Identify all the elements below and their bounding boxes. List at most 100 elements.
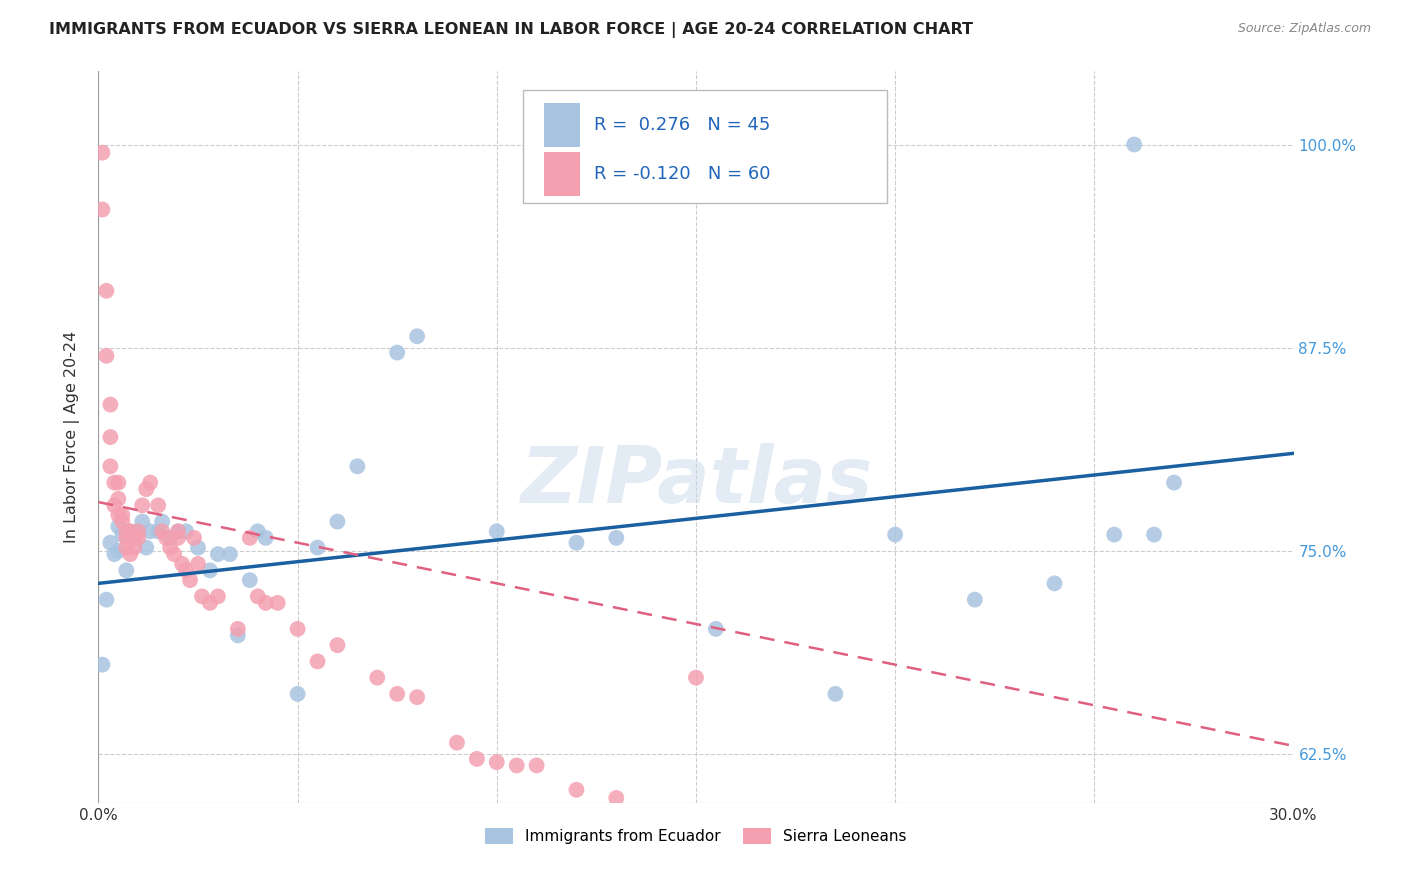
Point	[103, 499, 125, 513]
Point	[120, 524, 142, 539]
Point	[98, 535, 122, 549]
Point	[91, 145, 114, 160]
Point	[1143, 527, 1166, 541]
Point	[96, 284, 118, 298]
Point	[326, 638, 349, 652]
Point	[605, 791, 627, 805]
Point	[107, 544, 129, 558]
Point	[565, 535, 588, 549]
Point	[446, 736, 468, 750]
Point	[115, 531, 138, 545]
Point	[385, 345, 409, 359]
Point	[191, 590, 214, 604]
Point	[98, 459, 122, 474]
Bar	[544, 103, 581, 146]
Point	[167, 531, 190, 545]
Point	[115, 563, 138, 577]
Point	[267, 596, 290, 610]
Point	[172, 557, 194, 571]
Text: Source: ZipAtlas.com: Source: ZipAtlas.com	[1237, 22, 1371, 36]
Point	[219, 547, 242, 561]
Point	[107, 519, 129, 533]
Point	[131, 499, 153, 513]
Point	[198, 596, 221, 610]
Point	[148, 524, 170, 539]
Point	[307, 541, 329, 555]
Point	[246, 524, 269, 539]
Point	[127, 524, 149, 539]
Point	[91, 202, 114, 217]
Point	[824, 687, 846, 701]
Point	[111, 515, 134, 529]
Point	[704, 622, 727, 636]
Point	[107, 491, 129, 506]
Point	[139, 475, 162, 490]
Point	[120, 524, 142, 539]
Point	[103, 475, 125, 490]
Point	[183, 531, 205, 545]
Point	[159, 531, 181, 545]
Point	[107, 475, 129, 490]
Point	[685, 671, 707, 685]
Point	[239, 531, 262, 545]
Point	[485, 524, 508, 539]
Point	[187, 541, 209, 555]
Point	[605, 531, 627, 545]
Point	[506, 758, 529, 772]
Point	[124, 531, 146, 545]
Point	[131, 515, 153, 529]
Point	[124, 541, 146, 555]
Point	[287, 622, 309, 636]
Point	[111, 508, 134, 522]
Point	[148, 499, 170, 513]
Point	[111, 527, 134, 541]
Legend: Immigrants from Ecuador, Sierra Leoneans: Immigrants from Ecuador, Sierra Leoneans	[479, 822, 912, 850]
Point	[1123, 137, 1146, 152]
Point	[127, 524, 149, 539]
Text: R =  0.276   N = 45: R = 0.276 N = 45	[595, 116, 770, 134]
Point	[246, 590, 269, 604]
Point	[526, 758, 548, 772]
Point	[366, 671, 388, 685]
Text: ZIPatlas: ZIPatlas	[520, 443, 872, 519]
Point	[179, 573, 201, 587]
FancyBboxPatch shape	[523, 90, 887, 203]
Point	[135, 482, 157, 496]
Point	[174, 524, 197, 539]
Point	[163, 547, 186, 561]
Point	[187, 557, 209, 571]
Point	[1163, 475, 1185, 490]
Point	[254, 531, 277, 545]
Point	[406, 690, 429, 705]
Point	[103, 547, 125, 561]
Point	[96, 349, 118, 363]
Point	[207, 547, 229, 561]
Point	[485, 755, 508, 769]
Point	[326, 515, 349, 529]
Point	[287, 687, 309, 701]
Point	[226, 622, 249, 636]
Point	[963, 592, 986, 607]
Point	[307, 654, 329, 668]
Point	[226, 628, 249, 642]
Point	[120, 547, 142, 561]
Point	[98, 430, 122, 444]
Point	[155, 531, 177, 545]
Point	[346, 459, 368, 474]
Y-axis label: In Labor Force | Age 20-24: In Labor Force | Age 20-24	[63, 331, 80, 543]
Point	[159, 541, 181, 555]
Point	[115, 524, 138, 539]
Point	[465, 752, 488, 766]
Point	[124, 531, 146, 545]
Point	[1104, 527, 1126, 541]
Point	[565, 782, 588, 797]
Point	[167, 524, 190, 539]
Text: IMMIGRANTS FROM ECUADOR VS SIERRA LEONEAN IN LABOR FORCE | AGE 20-24 CORRELATION: IMMIGRANTS FROM ECUADOR VS SIERRA LEONEA…	[49, 22, 973, 38]
Bar	[544, 152, 581, 195]
Point	[98, 398, 122, 412]
Point	[174, 563, 197, 577]
Point	[107, 508, 129, 522]
Point	[150, 515, 173, 529]
Point	[239, 573, 262, 587]
Point	[115, 541, 138, 555]
